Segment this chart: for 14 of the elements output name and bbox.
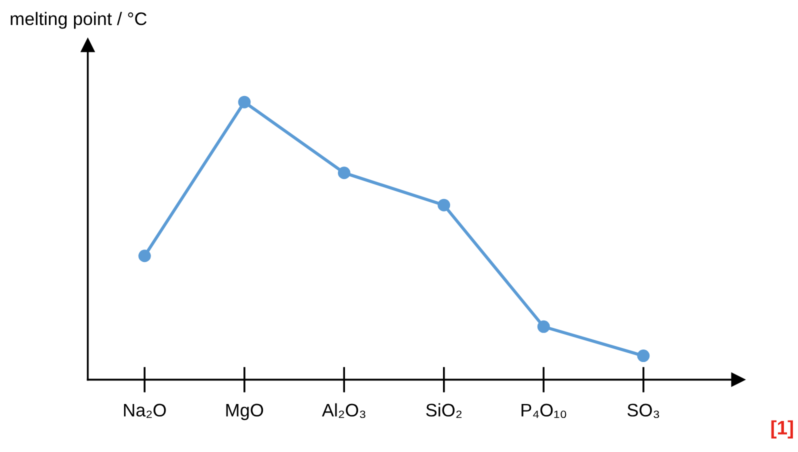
text: [1]: [771, 420, 793, 438]
x-tick-label: SO₃: [627, 404, 660, 418]
point: [537, 320, 550, 333]
point: [138, 250, 151, 262]
x-tick-label: Na₂O: [124, 404, 166, 418]
y-axis-title: melting point / °C: [10, 12, 147, 29]
x-tick-label: SiO₂: [426, 403, 462, 418]
x-tick-label: Al₂O₃: [322, 403, 366, 418]
point: [637, 350, 650, 362]
x-tick-label: P₄O₁₀: [522, 404, 566, 418]
x-tick-label: MgO: [226, 404, 264, 420]
point: [238, 96, 251, 108]
point: [338, 166, 350, 180]
point: [438, 198, 450, 212]
